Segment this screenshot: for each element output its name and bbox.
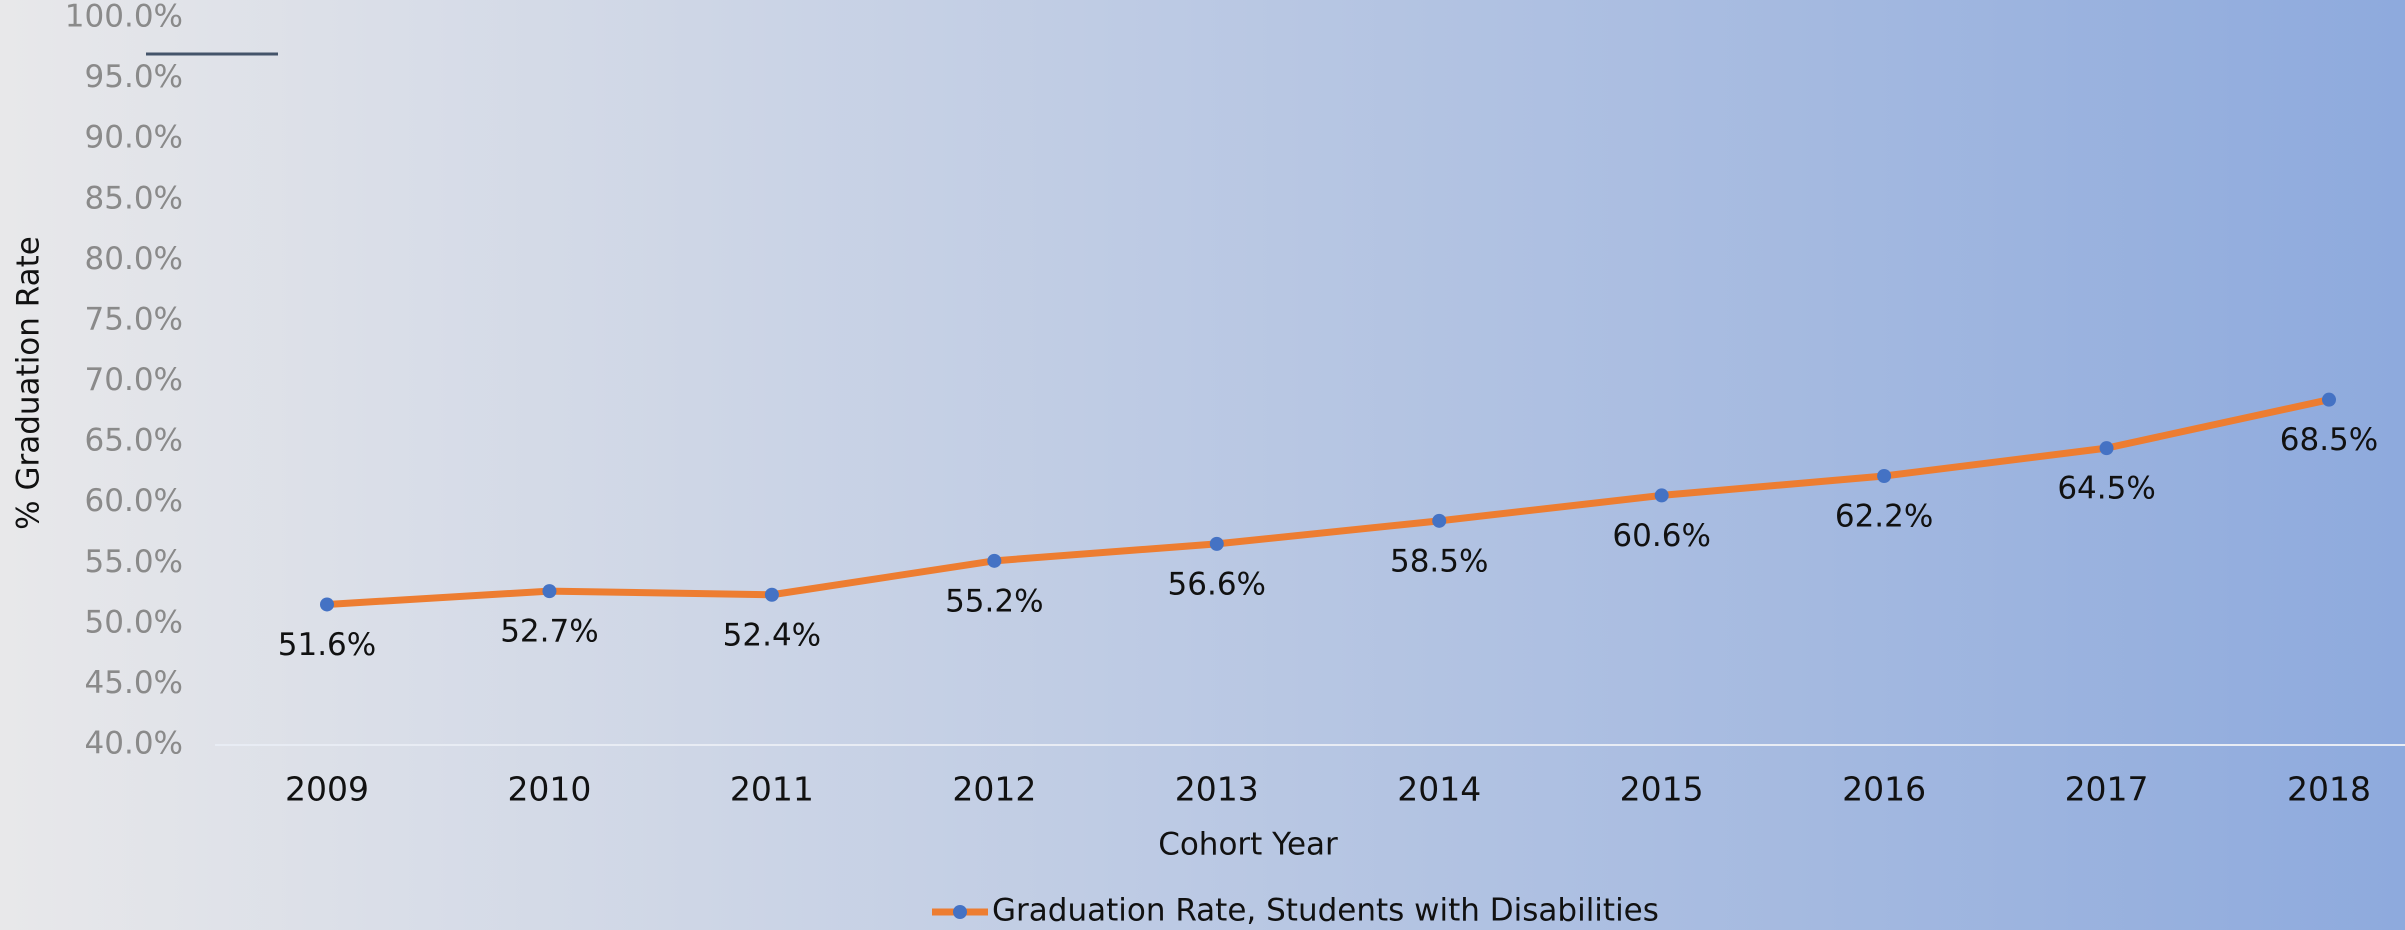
data-label: 68.5% bbox=[2280, 422, 2378, 458]
data-point bbox=[320, 597, 334, 612]
data-label: 51.6% bbox=[278, 627, 376, 663]
data-point bbox=[987, 553, 1002, 568]
data-point bbox=[1654, 488, 1669, 503]
x-tick-label: 2014 bbox=[1397, 770, 1481, 809]
data-label: 56.6% bbox=[1168, 566, 1266, 602]
x-tick-label: 2010 bbox=[507, 770, 591, 809]
y-tick-label: 40.0% bbox=[85, 726, 183, 762]
data-label: 62.2% bbox=[1835, 499, 1933, 535]
y-tick-label: 100.0% bbox=[65, 0, 183, 35]
x-tick-label: 2012 bbox=[952, 770, 1036, 809]
y-tick-label: 75.0% bbox=[85, 301, 183, 337]
y-tick-label: 60.0% bbox=[85, 483, 183, 519]
data-label: 52.7% bbox=[500, 614, 598, 650]
series-line bbox=[326, 396, 2330, 608]
data-label: 58.5% bbox=[1390, 543, 1488, 579]
data-point bbox=[542, 584, 557, 599]
x-tick-label: 2015 bbox=[1620, 770, 1704, 809]
x-tick-label: 2018 bbox=[2287, 770, 2371, 809]
x-tick-label: 2009 bbox=[285, 770, 369, 809]
y-tick-label: 50.0% bbox=[85, 604, 183, 640]
y-tick-label: 55.0% bbox=[85, 544, 183, 580]
y-axis-title: % Graduation Rate bbox=[11, 236, 47, 530]
x-tick-label: 2016 bbox=[1842, 770, 1926, 809]
x-tick-label: 2017 bbox=[2065, 770, 2149, 809]
data-point bbox=[1432, 513, 1447, 528]
data-label: 55.2% bbox=[945, 583, 1043, 619]
data-label: 60.6% bbox=[1612, 518, 1710, 554]
legend-label: Graduation Rate, Students with Disabilit… bbox=[992, 893, 1659, 929]
x-axis-title: Cohort Year bbox=[1158, 827, 1338, 863]
y-tick-label: 80.0% bbox=[85, 241, 183, 277]
data-point bbox=[764, 587, 779, 602]
data-point bbox=[2099, 441, 2114, 456]
data-label: 64.5% bbox=[2057, 471, 2155, 507]
data-point bbox=[1209, 536, 1224, 551]
x-tick-label: 2013 bbox=[1175, 770, 1259, 809]
y-tick-label: 65.0% bbox=[85, 423, 183, 459]
y-tick-label: 85.0% bbox=[85, 180, 183, 216]
data-point bbox=[2322, 392, 2336, 407]
data-point bbox=[1877, 469, 1892, 484]
legend-marker bbox=[953, 905, 967, 919]
y-tick-label: 90.0% bbox=[85, 120, 183, 156]
y-tick-label: 70.0% bbox=[85, 362, 183, 398]
x-tick-label: 2011 bbox=[730, 770, 814, 809]
data-label: 52.4% bbox=[723, 617, 821, 653]
y-tick-label: 95.0% bbox=[85, 59, 183, 95]
y-tick-label: 45.0% bbox=[85, 665, 183, 701]
